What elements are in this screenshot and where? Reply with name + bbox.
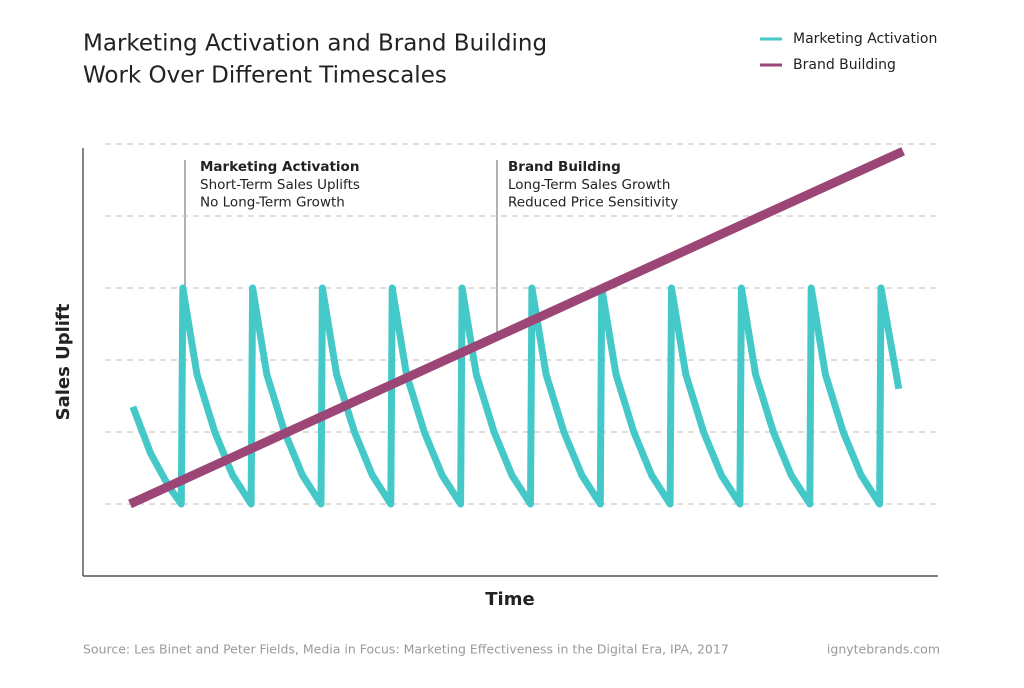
annotation-title: Brand Building bbox=[508, 159, 621, 175]
legend-label: Brand Building bbox=[793, 57, 896, 73]
annotation-text: Reduced Price Sensitivity bbox=[508, 195, 678, 211]
annotation-text: Short-Term Sales Uplifts bbox=[200, 177, 360, 193]
source: Source: Les Binet and Peter Fields, Medi… bbox=[83, 642, 729, 657]
chart-title: Marketing Activation and Brand Building bbox=[83, 31, 547, 57]
annotation-text: Long-Term Sales Growth bbox=[508, 177, 670, 193]
annotation-text: No Long-Term Growth bbox=[200, 195, 345, 211]
legend-label: Marketing Activation bbox=[793, 31, 937, 47]
series-line bbox=[129, 284, 903, 508]
series-line bbox=[128, 147, 905, 509]
chart-title: Work Over Different Timescales bbox=[83, 63, 447, 89]
annotation-title: Marketing Activation bbox=[200, 159, 359, 175]
credit: ignytebrands.com bbox=[827, 642, 940, 657]
y-axis-label: Sales Uplift bbox=[53, 303, 74, 420]
x-axis-label: Time bbox=[485, 589, 534, 610]
